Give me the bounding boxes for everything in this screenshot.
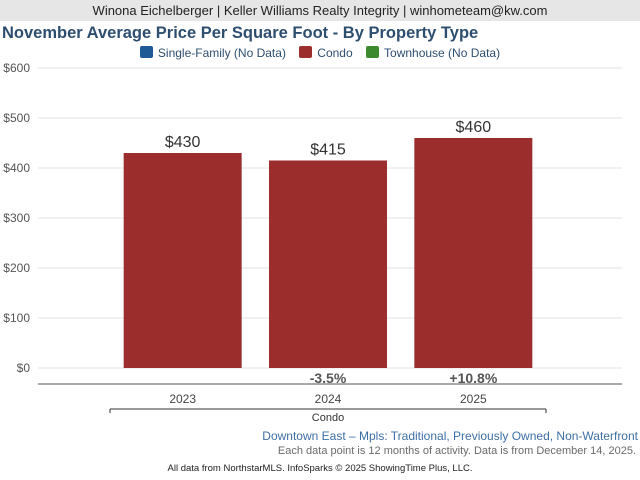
legend-label-condo: Condo: [317, 46, 353, 60]
x-tick-label: 2025: [460, 392, 487, 406]
y-tick-label: $100: [3, 311, 30, 325]
bar-value-label: $430: [165, 134, 201, 151]
legend-label-single-family: Single-Family (No Data): [157, 46, 286, 60]
agent-contact-line: Winona Eichelberger | Keller Williams Re…: [92, 3, 548, 18]
chart-legend: Single-Family (No Data) Condo Townhouse …: [0, 46, 640, 60]
y-tick-label: $200: [3, 261, 30, 275]
y-tick-label: $400: [3, 161, 30, 175]
chart-title: November Average Price Per Square Foot -…: [2, 24, 479, 42]
legend-item-townhouse[interactable]: Townhouse (No Data): [366, 46, 500, 60]
bar: [123, 153, 242, 368]
group-label: Condo: [312, 412, 344, 424]
footer-credits: All data from NorthstarMLS. InfoSparks ©…: [167, 463, 473, 474]
agent-header: Winona Eichelberger | Keller Williams Re…: [0, 0, 640, 21]
legend-item-condo[interactable]: Condo: [299, 46, 353, 60]
bar: [414, 138, 533, 368]
bar-value-label: $415: [310, 142, 346, 159]
legend-swatch-single-family: [139, 46, 153, 58]
y-tick-label: $600: [3, 61, 30, 75]
bar: [269, 160, 387, 368]
legend-swatch-townhouse: [366, 46, 380, 58]
legend-item-single-family[interactable]: Single-Family (No Data): [139, 46, 286, 60]
percent-change-label: -3.5%: [310, 370, 347, 386]
legend-label-townhouse: Townhouse (No Data): [384, 46, 501, 60]
bar-value-label: $460: [456, 119, 492, 136]
data-note: Each data point is 12 months of activity…: [277, 445, 636, 457]
y-tick-label: $500: [3, 111, 30, 125]
x-tick-label: 2024: [315, 392, 342, 406]
x-tick-label: 2023: [169, 392, 196, 406]
bar-chart: $0 $100 $200 $300 $400 $500 $600 $430 2023 $415 -3…: [3, 61, 622, 424]
legend-swatch-condo: [299, 46, 313, 58]
y-tick-label: $300: [3, 211, 30, 225]
y-tick-label: $0: [17, 361, 31, 375]
chart-subtitle: Downtown East – Mpls: Traditional, Previ…: [262, 429, 638, 443]
percent-change-label: +10.8%: [449, 370, 497, 386]
